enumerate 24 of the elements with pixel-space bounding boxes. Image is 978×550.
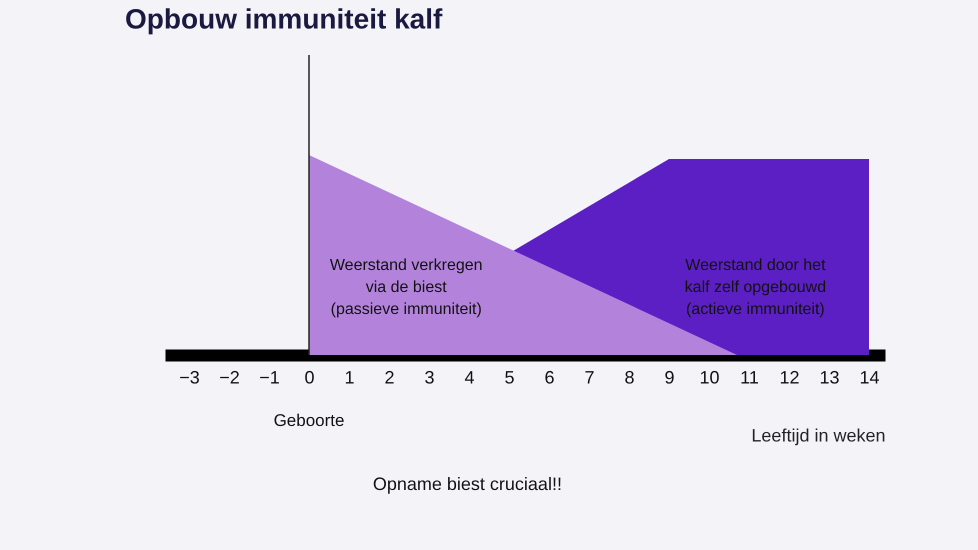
annotation: Weerstand verkregen via de biest (passieve immuniteit) xyxy=(330,257,483,318)
x-tick-label: 10 xyxy=(699,368,720,388)
x-tick-label: −3 xyxy=(179,368,200,388)
x-tick-label: 0 xyxy=(304,368,315,388)
annotation: Weerstand door het kalf zelf opgebouwd (actieve immuniteit) xyxy=(684,257,826,318)
x-tick-label: 7 xyxy=(584,368,595,388)
x-tick-label: 1 xyxy=(344,368,355,388)
text: Opname biest cruciaal!! xyxy=(372,474,562,494)
x-tick-label: 5 xyxy=(504,368,515,388)
x-tick-label: 3 xyxy=(424,368,435,388)
x-tick-label: 9 xyxy=(664,368,675,388)
x-axis-title: Leeftijd in weken xyxy=(751,426,886,446)
x-tick-label: 4 xyxy=(464,368,475,388)
x-tick-label: −2 xyxy=(219,368,240,388)
x-tick-label: 8 xyxy=(624,368,635,388)
x-tick-label: 12 xyxy=(779,368,800,388)
x-tick-label: 14 xyxy=(859,368,880,388)
x-tick-label: 6 xyxy=(544,368,555,388)
chart-title: Opbouw immuniteit kalf xyxy=(125,3,444,34)
x-tick-label: 2 xyxy=(384,368,395,388)
x-tick-label: −1 xyxy=(259,368,280,388)
x-tick-label: 11 xyxy=(740,368,759,388)
x-tick-label: 13 xyxy=(819,368,840,388)
ref-line-label: Geboorte xyxy=(274,411,344,430)
